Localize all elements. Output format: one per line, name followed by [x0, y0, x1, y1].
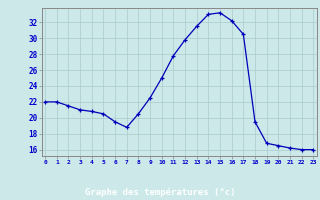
Text: Graphe des températures (°c): Graphe des températures (°c)	[85, 187, 235, 197]
